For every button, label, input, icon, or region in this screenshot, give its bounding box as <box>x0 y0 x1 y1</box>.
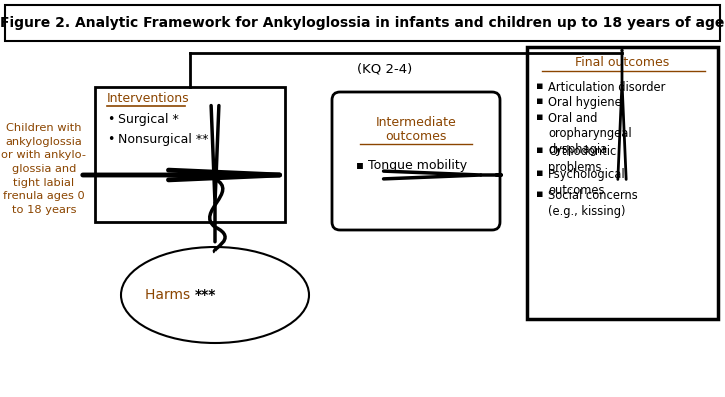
Text: Nonsurgical **: Nonsurgical ** <box>118 133 208 146</box>
Text: •: • <box>107 133 115 146</box>
Text: Tongue mobility: Tongue mobility <box>368 158 467 172</box>
Text: Final outcomes: Final outcomes <box>575 56 669 69</box>
Text: ▪: ▪ <box>536 168 544 178</box>
Text: Intermediate: Intermediate <box>376 116 456 129</box>
Text: Oral hygiene: Oral hygiene <box>548 96 622 109</box>
Text: Psychological
outcomes: Psychological outcomes <box>548 168 626 197</box>
Text: Children with
ankyloglossia
or with ankylo-
glossia and
tight labial
frenula age: Children with ankyloglossia or with anky… <box>1 123 86 215</box>
Ellipse shape <box>121 247 309 343</box>
Text: •: • <box>107 114 115 127</box>
Text: ***: *** <box>195 288 216 302</box>
Text: ▪: ▪ <box>536 145 544 155</box>
Text: ▪: ▪ <box>536 189 544 199</box>
Text: (KQ 2-4): (KQ 2-4) <box>357 62 413 75</box>
Text: Articulation disorder: Articulation disorder <box>548 81 666 94</box>
Text: Orthodontic
problems: Orthodontic problems <box>548 145 616 173</box>
FancyBboxPatch shape <box>95 87 285 222</box>
Text: Harms: Harms <box>146 288 195 302</box>
Text: ▪: ▪ <box>536 81 544 91</box>
Text: Social concerns
(e.g., kissing): Social concerns (e.g., kissing) <box>548 189 638 218</box>
Text: ▪: ▪ <box>356 158 364 172</box>
Text: Interventions: Interventions <box>107 91 190 104</box>
Text: Oral and
oropharyngeal
dysphagia: Oral and oropharyngeal dysphagia <box>548 112 631 156</box>
Text: Figure 2. Analytic Framework for Ankyloglossia in infants and children up to 18 : Figure 2. Analytic Framework for Ankylog… <box>0 16 724 30</box>
Text: ▪: ▪ <box>536 112 544 122</box>
Text: ▪: ▪ <box>536 96 544 106</box>
FancyBboxPatch shape <box>527 47 718 319</box>
FancyBboxPatch shape <box>5 5 720 41</box>
Text: outcomes: outcomes <box>385 129 447 143</box>
Text: Surgical *: Surgical * <box>118 114 179 127</box>
FancyBboxPatch shape <box>332 92 500 230</box>
